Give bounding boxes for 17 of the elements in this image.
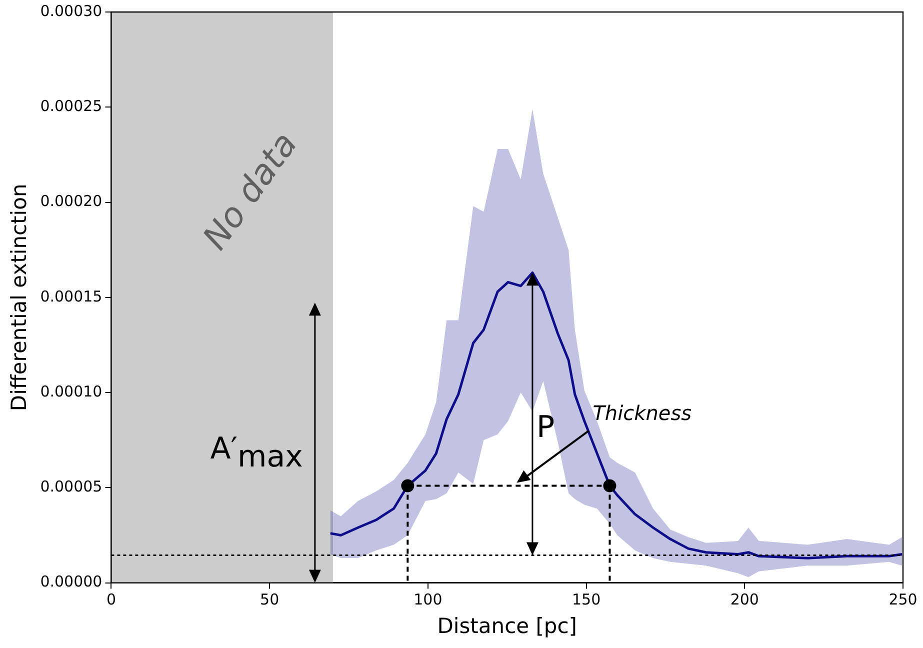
y-tick-label: 0.00005 <box>40 478 102 496</box>
x-tick-label: 150 <box>572 590 601 609</box>
x-tick-label: 0 <box>106 590 116 609</box>
y-tick-label: 0.00000 <box>40 572 102 591</box>
y-axis-title: Differential extinction <box>7 184 32 412</box>
x-axis-title: Distance [pc] <box>437 614 577 638</box>
x-tick-label: 250 <box>888 590 918 609</box>
y-tick-label: 0.00025 <box>40 97 102 116</box>
y-tick-label: 0.00020 <box>40 192 102 210</box>
x-tick-label: 200 <box>730 590 759 609</box>
y-tick-label: 0.00010 <box>40 382 102 400</box>
y-tick-label: 0.00015 <box>40 287 102 306</box>
x-tick-label: 100 <box>414 590 442 609</box>
annotation: P <box>536 410 555 446</box>
annotation: Thickness <box>592 401 692 426</box>
y-tick-label: 0.00030 <box>40 2 102 20</box>
x-tick-label: 50 <box>260 590 280 609</box>
